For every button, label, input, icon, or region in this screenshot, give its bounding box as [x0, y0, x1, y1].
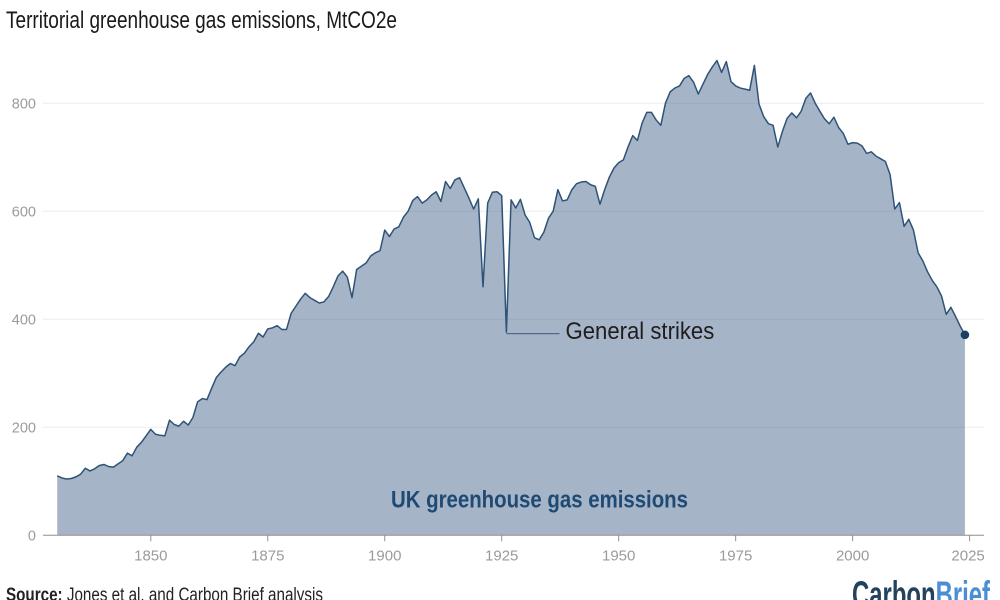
svg-text:2000: 2000: [836, 548, 869, 565]
svg-text:1875: 1875: [251, 548, 284, 565]
svg-text:800: 800: [12, 96, 36, 112]
svg-text:600: 600: [12, 204, 36, 220]
svg-text:UK greenhouse gas emissions: UK greenhouse gas emissions: [391, 486, 688, 513]
svg-text:Source: Jones et al. and Carbo: Source: Jones et al. and Carbon Brief an…: [6, 585, 323, 600]
svg-text:1925: 1925: [485, 548, 518, 565]
svg-text:1900: 1900: [368, 548, 401, 565]
svg-text:1850: 1850: [134, 548, 167, 565]
svg-text:400: 400: [12, 312, 36, 328]
svg-text:0: 0: [28, 528, 36, 544]
svg-text:1950: 1950: [602, 548, 635, 565]
svg-text:General strikes: General strikes: [566, 318, 715, 345]
svg-text:2025: 2025: [951, 548, 984, 565]
svg-text:1975: 1975: [719, 548, 752, 565]
svg-text:Territorial greenhouse gas emi: Territorial greenhouse gas emissions, Mt…: [6, 7, 397, 34]
svg-text:200: 200: [12, 420, 36, 436]
